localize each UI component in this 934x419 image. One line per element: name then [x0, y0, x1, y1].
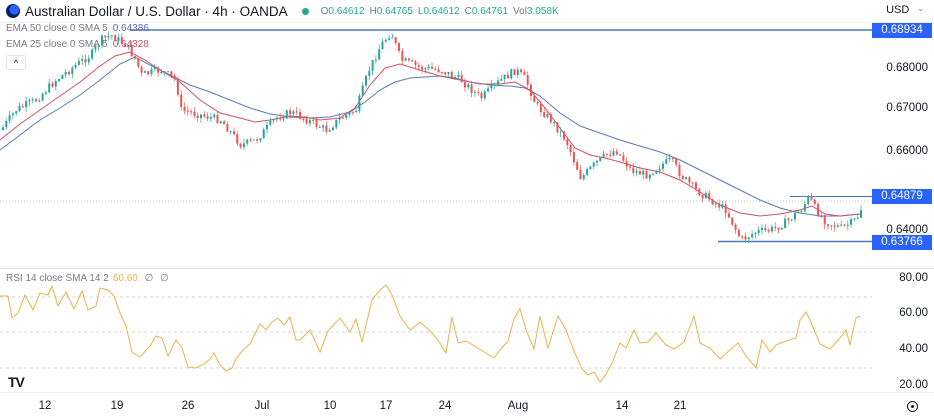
time-tick: 12 — [38, 400, 52, 412]
time-tick: Aug — [507, 400, 529, 412]
ema25-legend[interactable]: EMA 25 close 0 SMA 5 0.64328 — [6, 39, 149, 50]
time-tick: 14 — [615, 400, 629, 412]
close-value: C0.64761 — [464, 5, 509, 17]
rsi-legend[interactable]: RSI 14 close SMA 14 2 60.60 ∅ ∅ — [6, 273, 169, 284]
time-tick: 24 — [438, 400, 452, 412]
chevron-up-icon: ^ — [13, 57, 19, 68]
rsi-tick: 20.00 — [899, 379, 928, 391]
rsi-tick: 60.00 — [899, 307, 928, 319]
rsi-tick: 40.00 — [899, 343, 928, 355]
low-value: L0.64612 — [417, 5, 460, 17]
chevron-down-icon: ⌄ — [917, 4, 924, 13]
price-tick: 0.64000 — [886, 224, 928, 236]
symbol-flag-icon — [6, 4, 20, 18]
chart-header: Australian Dollar / U.S. Dollar · 4h · O… — [0, 0, 934, 22]
ema50-legend[interactable]: EMA 50 close 0 SMA 5 0.64386 — [6, 23, 149, 34]
price-tag-support: 0.63766 — [872, 235, 932, 250]
ema50-line — [0, 56, 861, 217]
rsi-line — [0, 284, 861, 383]
rsi-tick: 80.00 — [899, 272, 928, 284]
price-tag-resistance-top: 0.68934 — [872, 23, 932, 38]
ohlc-values: O0.64612 H0.64765 L0.64612 C0.64761 Vol3… — [321, 6, 559, 17]
open-value: O0.64612 — [320, 5, 365, 17]
market-status-dot-icon — [301, 7, 309, 15]
price-tick: 0.67000 — [886, 102, 928, 114]
time-tick: 19 — [110, 400, 124, 412]
time-tick: 21 — [673, 400, 687, 412]
chart-settings-icon[interactable] — [907, 401, 918, 412]
currency-selector[interactable]: USD ⌄ — [886, 4, 924, 16]
time-tick: 26 — [181, 400, 195, 412]
tradingview-logo[interactable]: TV — [8, 374, 25, 390]
time-tick: 10 — [323, 400, 337, 412]
price-tick: 0.68000 — [886, 62, 928, 74]
high-value: H0.64765 — [369, 5, 413, 17]
collapse-legend-button[interactable]: ^ — [6, 55, 26, 70]
time-tick: 17 — [379, 400, 393, 412]
symbol-title[interactable]: Australian Dollar / U.S. Dollar · 4h · O… — [25, 3, 288, 19]
candles — [2, 31, 862, 244]
volume-value: Vol3.058K — [513, 5, 559, 17]
price-tick: 0.66000 — [886, 145, 928, 157]
time-tick: Jul — [254, 400, 270, 412]
price-tag-resistance-mid: 0.64879 — [872, 189, 932, 204]
ema25-line — [0, 51, 861, 217]
